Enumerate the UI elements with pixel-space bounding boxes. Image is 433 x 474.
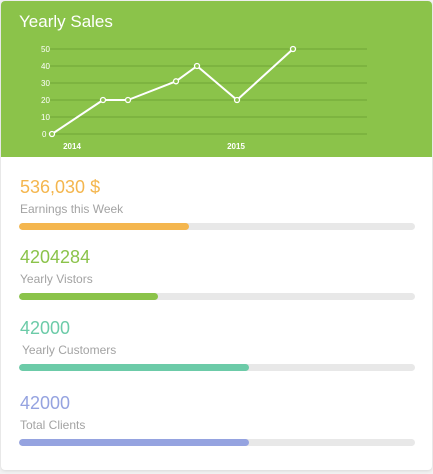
y-tick-label: 10: [41, 113, 50, 122]
data-point: [124, 96, 132, 104]
progress-fill: [19, 439, 249, 446]
progress-track: [19, 223, 415, 230]
progress-track: [19, 364, 415, 371]
stat-label: Total Clients: [20, 418, 86, 432]
stat-value: 42000: [20, 393, 71, 413]
chart-background: [1, 1, 432, 157]
y-tick-label: 20: [41, 96, 50, 105]
data-point: [233, 96, 241, 104]
stat-value: 536,030 $: [20, 177, 101, 197]
stat-value: 4204284: [20, 247, 91, 267]
y-tick-label: 50: [41, 45, 50, 54]
stat-earnings: 536,030 $ Earnings this Week: [1, 177, 432, 237]
progress-fill: [19, 223, 190, 230]
stat-label: Earnings this Week: [20, 202, 124, 216]
progress-fill: [19, 364, 249, 371]
y-tick-label: 30: [41, 79, 50, 88]
data-point: [193, 62, 201, 70]
yearly-sales-chart: 0 10 20 30 40 50 2014 2015: [1, 1, 432, 157]
stat-visitors: 4204284 Yearly Vistors: [1, 247, 432, 307]
y-tick-label: 0: [42, 130, 47, 139]
data-point: [99, 96, 107, 104]
x-tick-label: 2014: [63, 142, 81, 151]
data-point: [172, 78, 180, 85]
progress-track: [19, 439, 415, 446]
progress-fill: [19, 293, 158, 300]
chart-header: 0 10 20 30 40 50 2014 2015 Yearly Sales: [1, 1, 432, 157]
stat-label: Yearly Vistors: [20, 272, 93, 286]
data-point: [289, 45, 297, 53]
data-point: [48, 130, 56, 138]
stat-customers: 42000 Yearly Customers: [1, 318, 432, 378]
widget-title: Yearly Sales: [19, 12, 113, 31]
progress-track: [19, 293, 415, 300]
stat-clients: 42000 Total Clients: [1, 393, 432, 453]
y-tick-label: 40: [41, 62, 50, 71]
stat-value: 42000: [20, 318, 71, 338]
x-tick-label: 2015: [227, 142, 245, 151]
stat-label: Yearly Customers: [22, 343, 117, 357]
